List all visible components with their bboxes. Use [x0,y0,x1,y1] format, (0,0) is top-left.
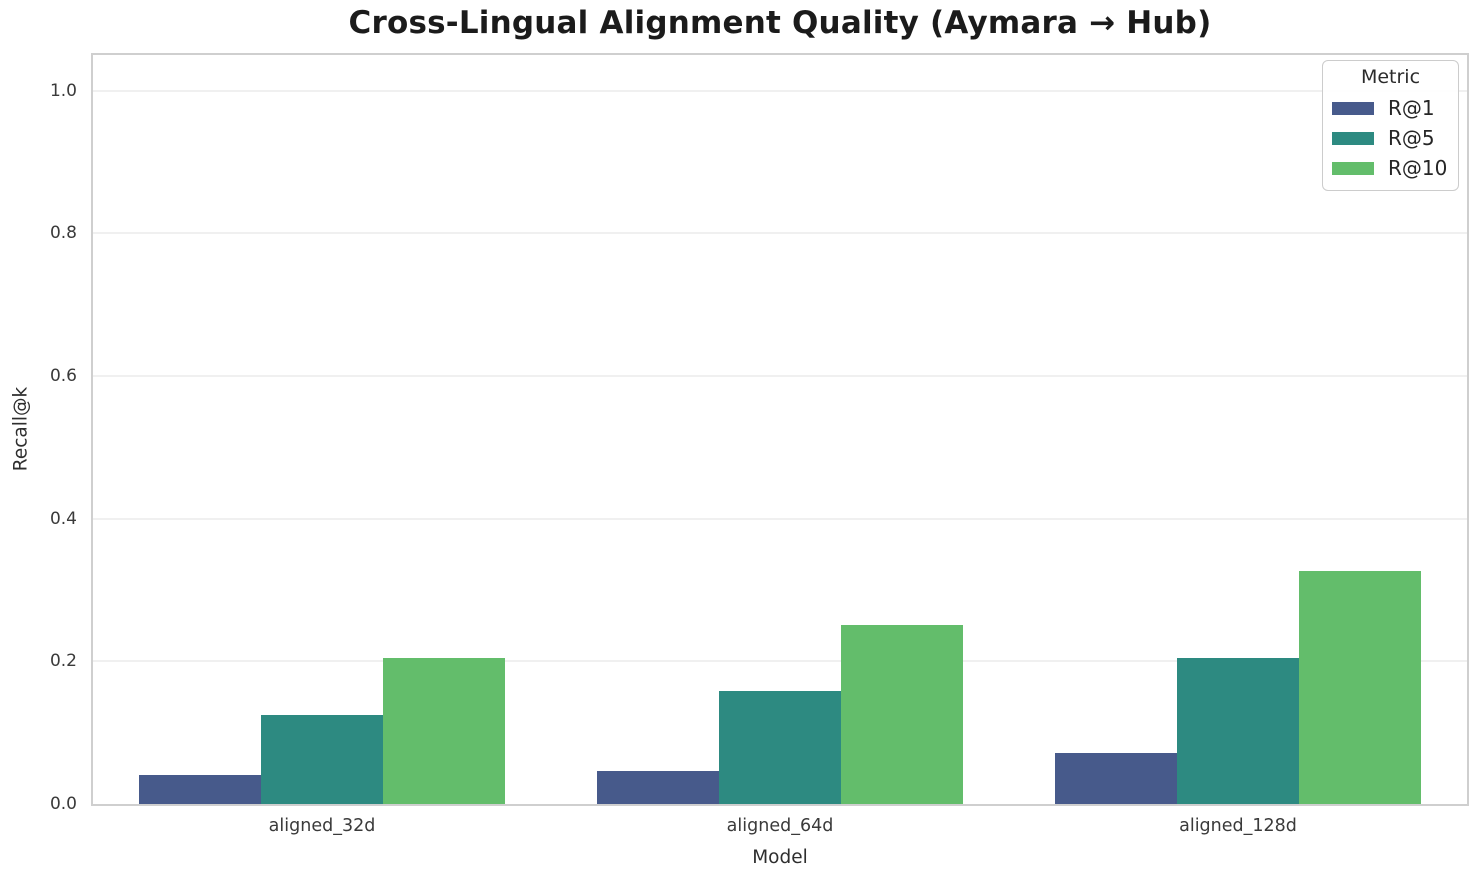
bar-R@5-aligned_32d [261,714,383,804]
bar-R@10-aligned_32d [382,657,505,804]
x-axis-label: Model [752,847,808,868]
y-tick-label: 0.0 [49,794,77,814]
x-tick-label: aligned_128d [1179,816,1297,836]
y-tick-label: 0.6 [49,366,77,386]
legend-item-R@5: R@5 [1323,123,1458,153]
bar-R@10-aligned_128d [1298,571,1421,804]
bar-R@1-aligned_128d [1055,752,1178,804]
legend-item-R@10: R@10 [1323,153,1458,183]
y-tick-label: 1.0 [49,80,77,101]
y-tick-label: 0.4 [49,508,77,529]
legend-item-R@1: R@1 [1323,93,1458,123]
bar-R@5-aligned_128d [1177,657,1299,804]
legend-swatch-icon [1332,161,1374,175]
gridline-0.2 [93,660,1467,663]
bar-R@10-aligned_64d [840,624,963,804]
legend-label: R@5 [1388,126,1435,150]
y-tick-label: 0.2 [49,651,77,672]
chart-title: Cross-Lingual Alignment Quality (Aymara … [348,5,1212,41]
legend: Metric R@1 R@5 R@10 [1322,60,1459,191]
y-tick-label: 0.8 [49,223,77,244]
plot-area [91,53,1469,806]
gridline-0.6 [93,375,1467,377]
bar-R@5-aligned_64d [719,691,841,804]
legend-label: R@1 [1388,96,1435,120]
gridline-0.4 [93,517,1467,520]
legend-swatch-icon [1332,131,1374,145]
x-tick-label: aligned_32d [268,816,376,836]
x-tick-labels: aligned_32d aligned_64d aligned_128d [91,816,1469,840]
legend-label: R@10 [1388,156,1448,180]
gridline-0.8 [93,232,1467,235]
legend-title: Metric [1360,66,1421,88]
legend-items: R@1 R@5 R@10 [1323,93,1458,183]
gridline-1.0 [93,89,1467,92]
y-tick-labels: 0.0 0.2 0.4 0.6 0.8 1.0 [0,53,77,814]
x-tick-label: aligned_64d [726,816,834,836]
bar-R@1-aligned_32d [139,775,262,804]
legend-swatch-icon [1332,101,1374,115]
bar-R@1-aligned_64d [597,771,720,804]
